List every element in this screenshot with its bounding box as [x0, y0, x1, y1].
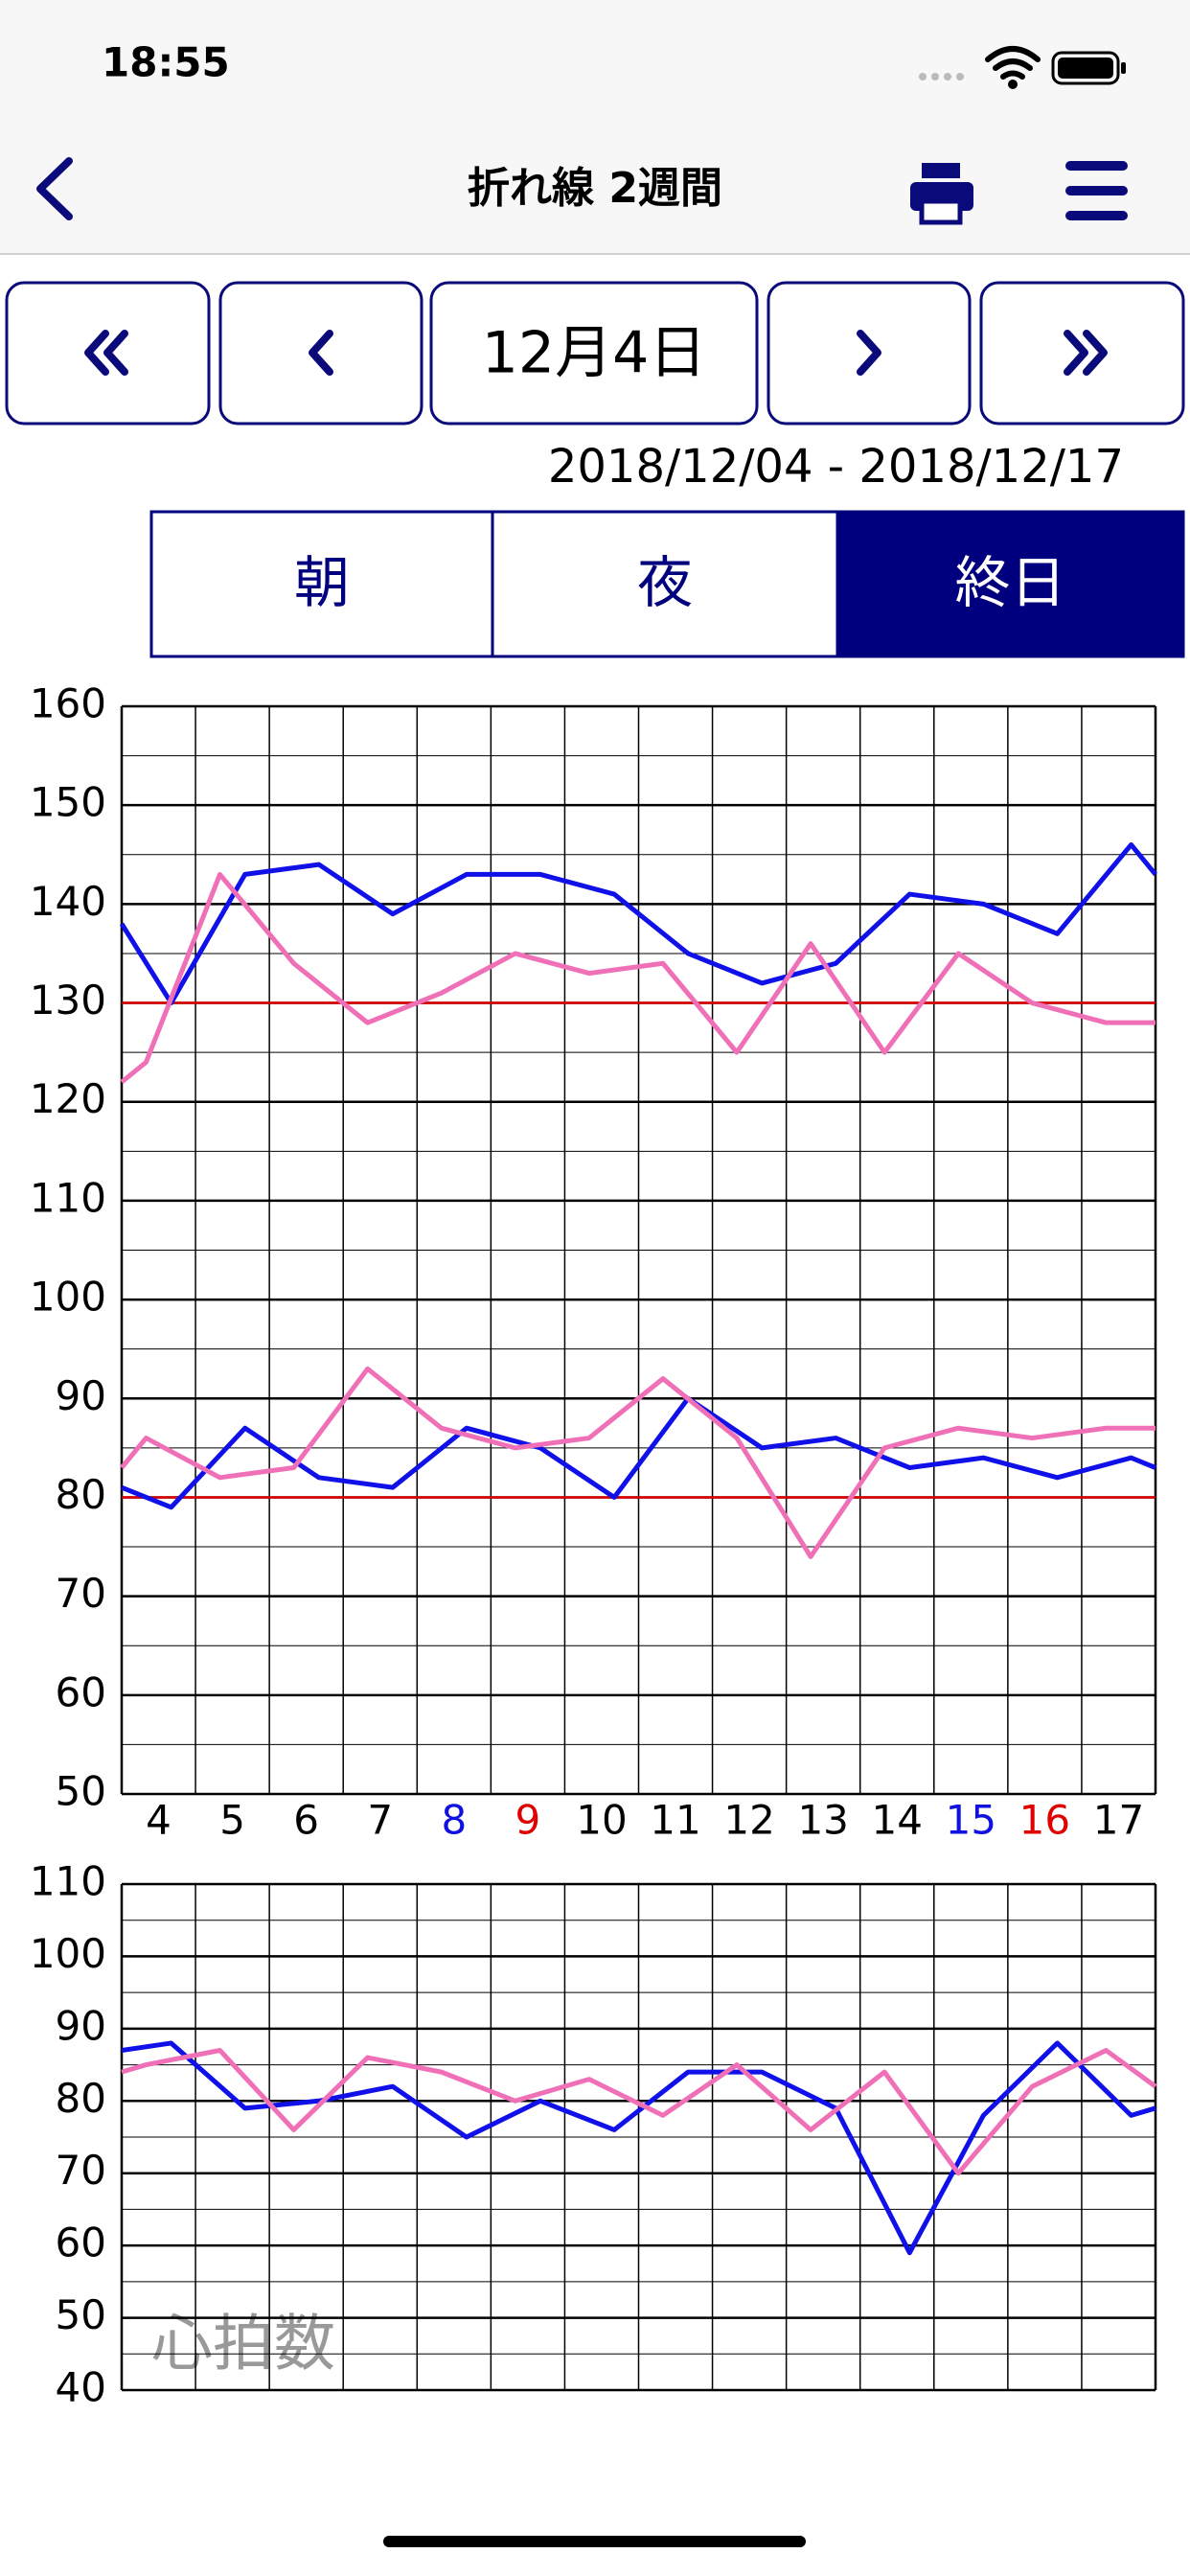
y-tick-label: 60	[56, 1668, 106, 1715]
print-button[interactable]	[910, 163, 973, 225]
series-line	[119, 841, 1157, 1006]
y-tick-label: 40	[56, 2364, 106, 2411]
y-tick-label: 60	[56, 2220, 106, 2266]
x-tick-label: 6	[293, 1797, 319, 1844]
segment[interactable]	[491, 510, 839, 658]
x-tick-label: 15	[946, 1797, 996, 1844]
menu-button[interactable]	[1065, 161, 1128, 220]
x-tick-label: 7	[367, 1797, 393, 1844]
y-tick-label: 140	[30, 878, 106, 925]
series-line	[121, 2040, 1156, 2256]
x-tick-label: 12	[723, 1797, 774, 1844]
y-tick-label: 80	[56, 2075, 106, 2122]
status-icons	[919, 46, 1126, 89]
y-tick-label: 120	[30, 1075, 106, 1122]
chart: 4 5 6 7 8 9 10 11 12 13 14 15 16 17 50 60 70 80 90 100 110 12…	[30, 680, 1157, 1844]
y-tick-label: 100	[30, 1274, 106, 1321]
x-tick-label: 4	[146, 1797, 172, 1844]
prev-button[interactable]	[218, 281, 423, 426]
x-tick-label: 11	[650, 1797, 700, 1844]
segment-label: 朝	[294, 550, 350, 615]
segment-label: 終日	[954, 550, 1065, 615]
y-tick-label: 100	[30, 1930, 106, 1977]
segmented-control: 朝 夜 終日	[149, 510, 1185, 658]
y-tick-label: 80	[56, 1471, 106, 1518]
x-tick-label: 8	[441, 1797, 467, 1844]
y-tick-label: 160	[30, 680, 106, 727]
next-button[interactable]	[767, 281, 972, 426]
y-tick-label: 70	[56, 1570, 106, 1617]
y-tick-label: 90	[56, 2002, 106, 2049]
top-bar-bg	[0, 0, 1190, 254]
series-line	[121, 1395, 1156, 1510]
segment-label: 夜	[637, 550, 693, 615]
y-tick-label: 110	[30, 1858, 106, 1905]
x-tick-label: 5	[219, 1797, 245, 1844]
y-tick-label: 50	[56, 1768, 106, 1815]
x-tick-label: 17	[1093, 1797, 1144, 1844]
y-tick-label: 90	[56, 1372, 106, 1419]
series-line	[120, 871, 1156, 1085]
y-tick-label: 150	[30, 779, 106, 826]
back-button[interactable]	[36, 157, 73, 220]
chart: 40 50 60 70 80 90 100 110	[30, 1858, 1157, 2411]
series-line	[120, 1366, 1156, 1559]
y-tick-label: 70	[56, 2147, 106, 2194]
y-tick-label: 50	[56, 2291, 106, 2338]
chart-watermark: 心拍数	[151, 2310, 335, 2380]
status-time: 18:55	[102, 39, 230, 86]
x-tick-label: 14	[872, 1797, 923, 1844]
y-tick-label: 130	[30, 977, 106, 1024]
y-tick-label: 110	[30, 1174, 106, 1221]
x-tick-label: 13	[797, 1797, 848, 1844]
date-button[interactable]	[429, 281, 759, 426]
segment[interactable]	[835, 510, 1185, 658]
x-tick-label: 10	[576, 1797, 627, 1844]
x-tick-label: 16	[1019, 1797, 1070, 1844]
date-button-label: 12月4日	[482, 320, 707, 387]
date-range: 2018/12/04 - 2018/12/17	[548, 440, 1124, 494]
segment[interactable]	[149, 510, 494, 658]
home-indicator	[383, 2536, 806, 2547]
button-arrows	[84, 330, 1108, 376]
x-tick-label: 9	[515, 1797, 541, 1844]
nav-title: 折れ線 2週間	[468, 164, 722, 213]
series-line	[121, 2047, 1157, 2176]
